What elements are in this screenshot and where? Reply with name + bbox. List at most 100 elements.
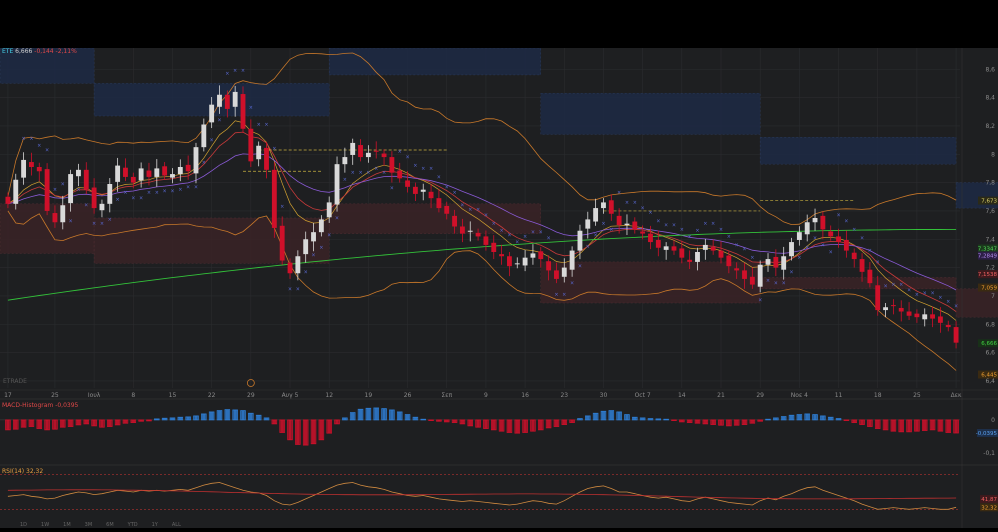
psar-dot: ×: [562, 292, 566, 298]
candle-body: [44, 169, 50, 211]
toolbar-range-5[interactable]: YTD: [127, 522, 138, 528]
macd-bar-fill: [421, 419, 425, 420]
psar-dot: ×: [672, 223, 676, 229]
psar-dot: ×: [327, 232, 331, 238]
price-axis: 8,6 8,4 8,2 8 7,8 7,6 7,4 7,2 7 6,8 6,6 6,4: [961, 48, 995, 528]
candle-body: [170, 174, 175, 178]
candle-body: [467, 230, 473, 232]
macd-bar-fill: [805, 413, 809, 420]
psar-dot: ×: [625, 200, 629, 206]
candle-body: [789, 242, 794, 257]
macd-value: -0,0395: [55, 402, 79, 409]
macd-bar-fill: [797, 414, 802, 420]
psar-dot: ×: [774, 281, 778, 287]
psar-dot: ×: [241, 68, 245, 74]
psar-dot: ×: [570, 281, 574, 287]
rsi-badge: [980, 503, 998, 512]
toolbar-range-2[interactable]: 1M: [63, 522, 71, 528]
toolbar-range-1[interactable]: 1W: [41, 522, 50, 528]
price-badge-label: 6,666: [981, 341, 997, 347]
candle-body: [185, 164, 191, 172]
candle-body: [36, 167, 42, 172]
candle-body: [593, 208, 599, 222]
psar-dot: ×: [123, 190, 127, 196]
macd-bar-fill: [664, 419, 668, 420]
date-tick-label: 9: [484, 392, 488, 399]
macd-bar-fill: [922, 419, 927, 431]
psar-dot: ×: [53, 187, 57, 193]
macd-bar-fill: [476, 419, 480, 428]
macd-bar-fill: [907, 419, 911, 432]
candle-body: [295, 256, 301, 274]
psar-dot: ×: [108, 217, 112, 223]
toolbar-range-7[interactable]: ALL: [171, 522, 181, 528]
candle-body: [475, 232, 481, 237]
ema-purple: [7, 153, 957, 291]
psar-dot: ×: [358, 170, 362, 176]
macd-bar-fill: [703, 419, 708, 424]
macd-bar-fill: [875, 419, 880, 429]
macd-bar-fill: [742, 419, 747, 425]
psar-dot: ×: [61, 181, 65, 187]
psar-dot: ×: [915, 292, 919, 298]
macd-bar-fill: [92, 419, 96, 426]
psar-dot: ×: [930, 291, 934, 297]
price-tick-label: 7,4: [985, 236, 995, 243]
macd-bar-fill: [499, 419, 504, 432]
candle-body: [616, 215, 622, 226]
macd-bar-fill: [523, 419, 527, 433]
psar-dot: ×: [883, 283, 887, 289]
candle-body: [91, 187, 97, 209]
rsi-badge-label: 32,32: [981, 505, 997, 511]
candle-body: [287, 262, 293, 274]
psar-dot: ×: [69, 218, 73, 224]
macd-header: MACD-Histogram -0,0395: [2, 402, 78, 410]
toolbar-range-3[interactable]: 3M: [84, 522, 93, 528]
macd-bar-fill: [115, 419, 120, 425]
rsi-pane: 41,87 32,32: [0, 464, 998, 512]
ema-long-green: [7, 228, 957, 301]
psar-dot: ×: [131, 196, 135, 202]
psar-dot: ×: [405, 155, 409, 161]
psar-dot: ×: [249, 105, 253, 111]
candle-body: [898, 307, 904, 312]
candle-body: [867, 269, 873, 284]
macd-bar-fill: [61, 419, 65, 428]
stock-chart[interactable]: × × × × × × × × × × × × × × × × × × × × × × × × × × × × × × × × × × × × × × × ×…: [0, 47, 998, 528]
candle-body: [76, 169, 81, 177]
psar-dot: ×: [92, 221, 96, 227]
candle-body: [342, 157, 348, 165]
psar-dot: ×: [335, 215, 339, 221]
rsi-line: [7, 482, 957, 510]
macd-bar-fill: [946, 419, 950, 433]
psar-dot: ×: [954, 303, 958, 309]
candle-body: [154, 168, 160, 177]
candle-body: [412, 186, 418, 194]
macd-bar-fill: [452, 419, 457, 423]
candle-body: [68, 174, 74, 204]
macd-bar-fill: [687, 419, 692, 423]
candle-body: [765, 259, 771, 265]
candle-body: [52, 213, 58, 223]
chart-canvas[interactable]: × × × × × × × × × × × × × × × × × × × × × × × × × × × × × × × × × × × × × × × ×…: [0, 47, 998, 528]
macd-bar-fill: [578, 418, 582, 420]
support-zone: [955, 288, 998, 318]
candle-body: [232, 91, 238, 107]
psar-dot: ×: [523, 234, 527, 240]
toolbar-range-4[interactable]: 6M: [106, 522, 114, 528]
macd-bar-fill: [249, 413, 253, 420]
macd-bar-fill: [139, 419, 143, 422]
symbol-last: 6,666: [15, 48, 33, 55]
macd-bar-fill: [53, 419, 57, 430]
toolbar-range-0[interactable]: 1D: [20, 522, 28, 528]
psar-dot: ×: [390, 186, 394, 192]
date-tick-label: 12: [325, 392, 333, 399]
candle-body: [718, 250, 724, 258]
macd-badge-label: -0,0395: [976, 431, 998, 437]
psar-dot: ×: [311, 252, 315, 258]
candle-body: [318, 219, 324, 233]
toolbar-range-6[interactable]: 1Y: [151, 522, 158, 528]
date-tick-label: 29: [247, 392, 255, 399]
candle-body: [201, 124, 207, 148]
macd-bar-fill: [382, 408, 386, 420]
